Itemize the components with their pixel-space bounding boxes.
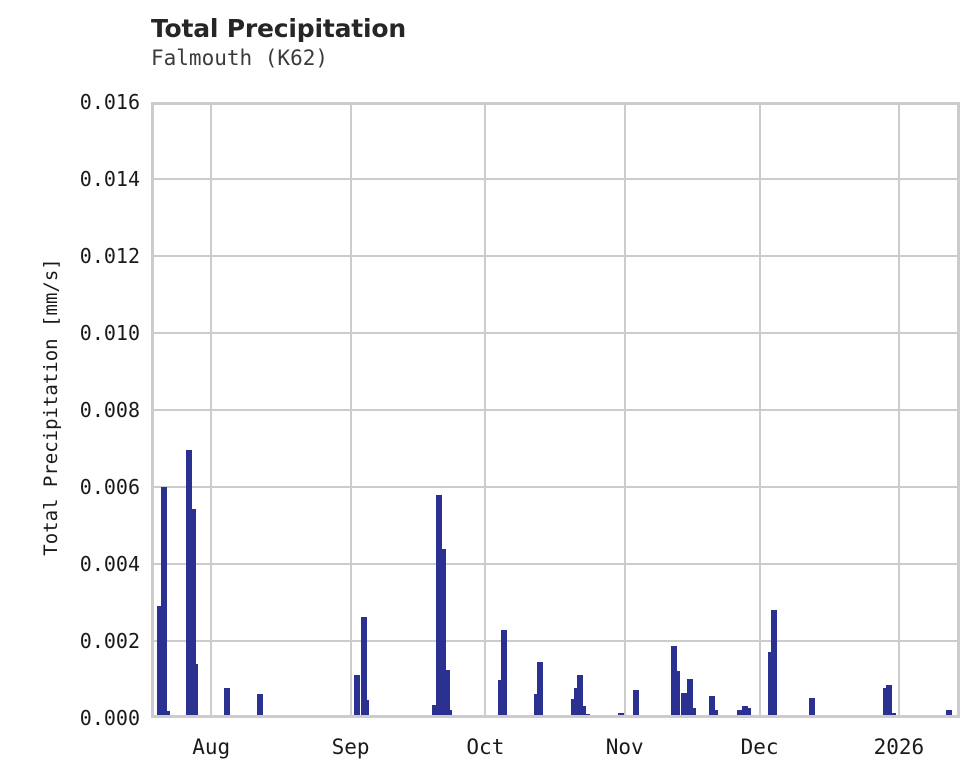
bar [632,690,639,718]
gridline-horizontal [151,332,960,334]
bar [443,669,450,718]
bar [670,646,677,718]
bar [712,710,719,718]
bar [742,706,749,718]
y-tick-label: 0.010 [79,321,140,345]
bar [497,679,504,718]
gridline-vertical [484,102,487,718]
bar [580,706,587,718]
bar [533,694,540,718]
gridline-vertical [349,102,352,718]
y-tick-label: 0.012 [79,244,140,268]
bar [808,697,815,718]
bar [577,674,584,718]
bar [360,617,367,718]
bar [771,610,778,718]
gridline-horizontal [151,409,960,411]
gridline-vertical [623,102,626,718]
y-tick-label: 0.000 [79,706,140,730]
gridline-horizontal [151,563,960,565]
chart-title-block: Total Precipitation Falmouth (K62) [151,14,851,72]
bar [156,606,163,718]
bar [432,704,439,718]
x-tick-label: 2026 [873,735,925,759]
gridline-horizontal [151,640,960,642]
bar [501,630,508,718]
gridline-vertical [897,102,900,718]
bar [617,713,624,718]
y-tick-label: 0.008 [79,398,140,422]
y-tick-label: 0.014 [79,167,140,191]
page-title: Total Precipitation [151,14,406,43]
bar [708,695,715,718]
bar [574,687,581,718]
gridline-horizontal [151,255,960,257]
bar [768,651,775,718]
bar [446,710,453,718]
bar [570,698,577,718]
y-tick-label: 0.006 [79,475,140,499]
bar [745,708,752,718]
bar [440,548,447,718]
bar [690,707,697,718]
bar [890,713,897,718]
plot-area [151,102,960,718]
bar [604,716,611,718]
x-tick-label: Oct [466,735,505,759]
x-tick-label: Aug [192,735,231,759]
bar [674,671,681,718]
bar [882,687,889,718]
y-tick-label: 0.002 [79,629,140,653]
gridline-horizontal [151,486,960,488]
bar [680,692,687,718]
y-tick-label: 0.016 [79,90,140,114]
bar [353,674,360,718]
bar [164,711,171,718]
bar [161,487,168,718]
bar [945,710,952,718]
bar [536,662,543,718]
gridline-horizontal [151,178,960,180]
bar [224,687,231,718]
y-axis-ticks: 0.000 0.002 0.004 0.006 0.008 0.010 0.012 0.014… [0,0,140,780]
bar [256,694,263,718]
bar [686,678,693,718]
bar [583,714,590,718]
bar [189,508,196,718]
bar [363,700,370,718]
bar [192,664,199,718]
bar [186,450,193,718]
gridline-vertical [758,102,761,718]
gridline-vertical [210,102,213,718]
chart-subtitle: Falmouth (K62) [151,46,329,70]
bar [736,709,743,718]
y-tick-label: 0.004 [79,552,140,576]
bar [435,494,442,718]
bar [886,684,893,718]
x-tick-label: Dec [740,735,779,759]
x-tick-label: Sep [331,735,370,759]
x-tick-label: Nov [605,735,644,759]
